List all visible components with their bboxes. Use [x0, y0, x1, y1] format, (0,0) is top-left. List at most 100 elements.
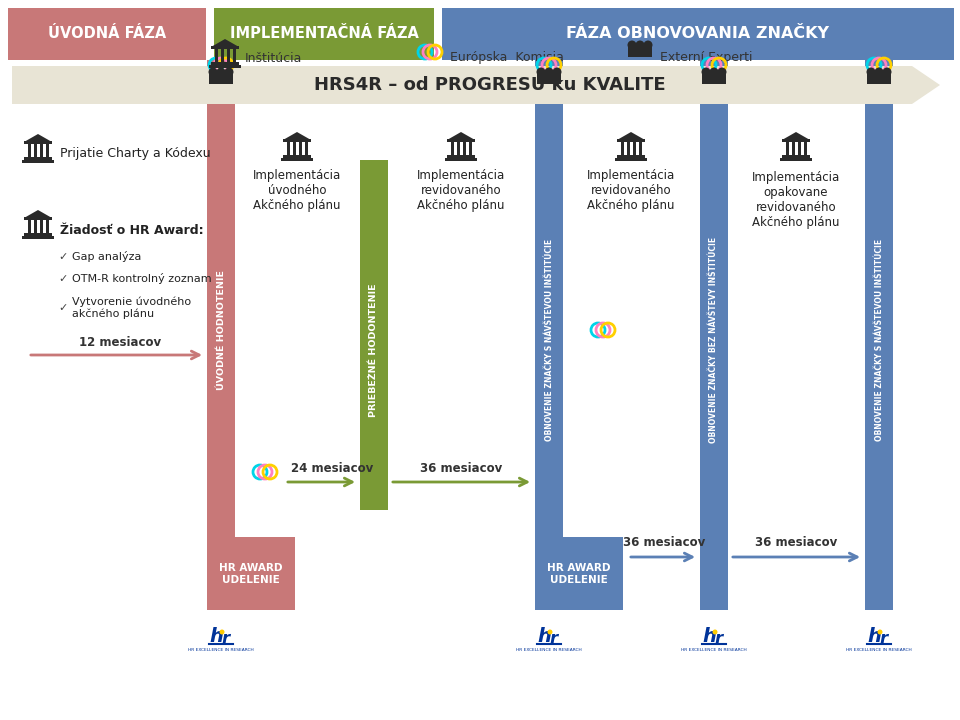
Bar [209, 65, 241, 68]
Bar [451, 141, 454, 156]
Bar [209, 74, 217, 84]
Bar [627, 141, 630, 156]
Bar [287, 141, 290, 156]
Bar [24, 233, 52, 236]
Bar [217, 74, 225, 84]
Text: HR EXCELLENCE IN RESEARCH: HR EXCELLENCE IN RESEARCH [682, 648, 747, 652]
Bar [786, 141, 789, 156]
Text: Vytvorenie úvodného
akčného plánu: Vytvorenie úvodného akčného plánu [72, 297, 191, 320]
Circle shape [220, 629, 225, 634]
Text: HR AWARD
UDELENIE: HR AWARD UDELENIE [219, 563, 283, 585]
Text: Implementácia
úvodného
Akčného plánu: Implementácia úvodného Akčného plánu [252, 168, 341, 212]
Bar [447, 155, 475, 158]
Bar [447, 139, 475, 142]
Bar [215, 48, 218, 63]
Bar [8, 8, 206, 60]
Bar [545, 74, 553, 84]
Text: 36 mesiacov: 36 mesiacov [623, 536, 706, 549]
Text: h: h [702, 628, 716, 647]
Bar [28, 143, 31, 158]
Bar [617, 155, 645, 158]
Bar [469, 141, 472, 156]
Bar [535, 60, 563, 537]
Text: HR EXCELLENCE IN RESEARCH: HR EXCELLENCE IN RESEARCH [516, 648, 582, 652]
Text: PRIEBEŻNÉ HODONTENIE: PRIEBEŻNÉ HODONTENIE [370, 283, 378, 417]
Text: ✓: ✓ [58, 252, 67, 262]
Text: Implementácia
opakovane
revidovaného
Akčného plánu: Implementácia opakovane revidovaného Akč… [752, 171, 840, 229]
Polygon shape [283, 132, 311, 140]
Bar [710, 74, 718, 84]
Bar [22, 160, 54, 163]
Bar [644, 47, 652, 57]
Text: Inštitúcia: Inštitúcia [245, 52, 302, 65]
Circle shape [877, 629, 882, 634]
Text: 24 mesiacov: 24 mesiacov [291, 462, 373, 474]
Bar [782, 155, 810, 158]
Text: r: r [880, 630, 888, 648]
Bar [225, 74, 233, 84]
Text: h: h [867, 628, 881, 647]
Bar [865, 60, 893, 610]
Text: HR EXCELLENCE IN RESEARCH: HR EXCELLENCE IN RESEARCH [846, 648, 912, 652]
Polygon shape [24, 210, 52, 218]
Bar [782, 139, 810, 142]
Text: HR EXCELLENCE IN RESEARCH: HR EXCELLENCE IN RESEARCH [188, 648, 253, 652]
Circle shape [225, 68, 233, 76]
Bar [299, 141, 302, 156]
Bar [636, 47, 644, 57]
Bar [628, 47, 636, 57]
Bar [798, 141, 801, 156]
Text: ÚVODNÉ HODNOTENIE: ÚVODNÉ HODNOTENIE [217, 270, 226, 390]
Bar [34, 219, 37, 234]
Circle shape [867, 68, 876, 76]
Text: Implementácia
revidovaného
Akčného plánu: Implementácia revidovaného Akčného plánu [587, 168, 675, 212]
Circle shape [537, 68, 545, 76]
Bar [615, 158, 647, 161]
Bar [28, 219, 31, 234]
Text: OBNOVENIE ZNAČKY BEZ NÁVŠTEVY INŠTITÚCIE: OBNOVENIE ZNAČKY BEZ NÁVŠTEVY INŠTITÚCIE [709, 237, 718, 443]
Text: FÁZA OBNOVOVANIA ZNAČKY: FÁZA OBNOVOVANIA ZNAČKY [566, 27, 829, 42]
Bar [883, 74, 891, 84]
Bar [875, 74, 883, 84]
Circle shape [717, 68, 727, 76]
Bar [40, 143, 43, 158]
Circle shape [643, 40, 653, 50]
Text: IMPLEMENTAČNÁ FÁZA: IMPLEMENTAČNÁ FÁZA [229, 27, 419, 42]
Text: Externí Experti: Externí Experti [660, 52, 753, 65]
Bar [214, 8, 434, 60]
Text: 12 mesiacov: 12 mesiacov [79, 336, 161, 348]
Bar [24, 217, 52, 220]
Polygon shape [211, 39, 239, 47]
Polygon shape [24, 134, 52, 142]
Bar [463, 141, 466, 156]
Bar [207, 537, 295, 610]
Bar [46, 143, 49, 158]
Bar [633, 141, 636, 156]
Bar [867, 74, 875, 84]
Text: h: h [209, 628, 223, 647]
Circle shape [712, 629, 717, 634]
Text: HR AWARD
UDELENIE: HR AWARD UDELENIE [547, 563, 611, 585]
Circle shape [709, 68, 718, 76]
Bar [445, 158, 477, 161]
Text: r: r [222, 630, 230, 648]
Text: HRS4R – od PROGRESU ku KVALITE: HRS4R – od PROGRESU ku KVALITE [314, 76, 666, 94]
Bar [211, 62, 239, 65]
Bar [305, 141, 308, 156]
Text: ✓: ✓ [58, 274, 67, 284]
Circle shape [208, 68, 218, 76]
Text: r: r [550, 630, 558, 648]
Bar [233, 48, 236, 63]
Circle shape [217, 68, 226, 76]
Circle shape [628, 40, 636, 50]
Bar [617, 139, 645, 142]
Bar [442, 8, 954, 60]
Bar [12, 66, 912, 104]
Text: OBNOVENIE ZNAČKY S NÁVŠTEVOU INŠTITÚCIE: OBNOVENIE ZNAČKY S NÁVŠTEVOU INŠTITÚCIE [544, 239, 554, 441]
Bar [211, 46, 239, 49]
Polygon shape [912, 66, 940, 104]
Bar [46, 219, 49, 234]
Circle shape [702, 68, 710, 76]
Text: 36 mesiacov: 36 mesiacov [755, 536, 837, 549]
Bar [360, 160, 388, 510]
